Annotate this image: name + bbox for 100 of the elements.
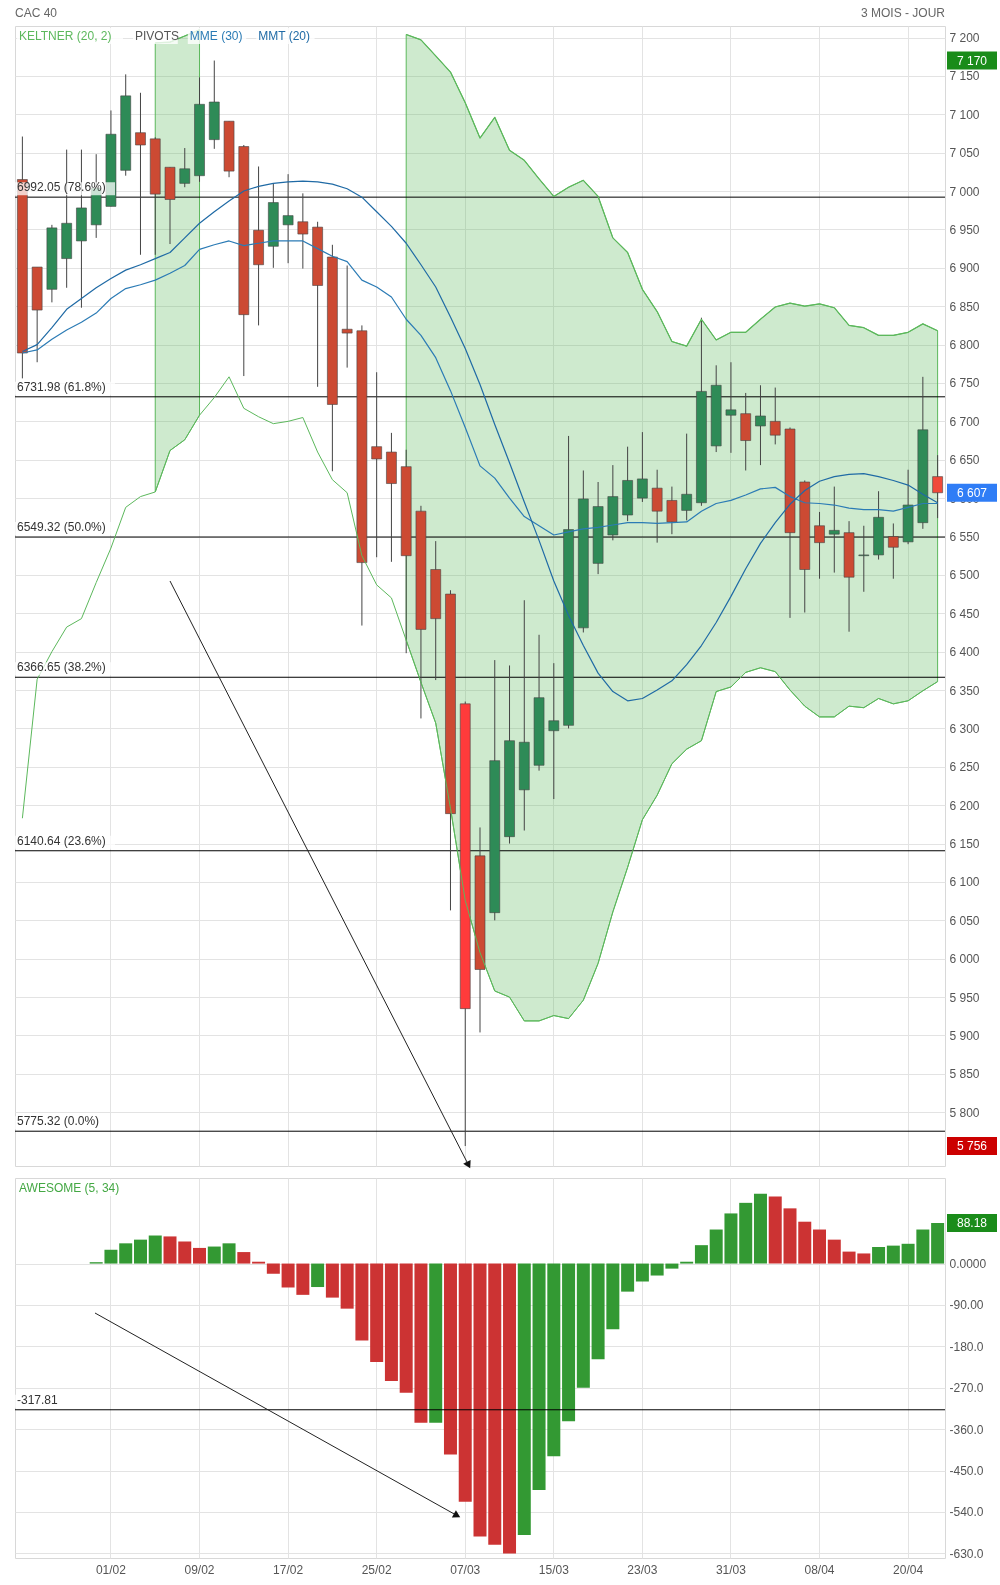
y-tick-label: 7 200 [949, 31, 980, 46]
bar [739, 1202, 753, 1264]
bar [813, 1229, 827, 1264]
candlestick [666, 486, 678, 535]
y-tick-label: -450.0 [949, 1464, 984, 1479]
y-tick-label: 5 800 [949, 1105, 980, 1120]
candlestick [769, 387, 781, 445]
y-tick-label: 6 050 [949, 913, 980, 928]
x-tick-label: 23/03 [627, 1562, 658, 1577]
y-tick-label: 5 850 [949, 1067, 980, 1082]
bar [384, 1263, 398, 1381]
x-tick-label: 20/04 [893, 1562, 924, 1577]
y-tick-label: 6 950 [949, 222, 980, 237]
y-tick-label: 6 750 [949, 376, 980, 391]
bar [443, 1263, 457, 1455]
y-tick-label: 7 050 [949, 146, 980, 161]
bar [458, 1263, 472, 1502]
ref-line-label: 6366.65 (38.2%) [17, 660, 106, 675]
y-tick-label: 6 550 [949, 530, 980, 545]
y-tick-label: 6 450 [949, 606, 980, 621]
y-tick-label: 7 100 [949, 107, 980, 122]
text: 6 607 [956, 485, 988, 500]
bar [311, 1263, 325, 1288]
y-tick-label: 6 300 [949, 721, 980, 736]
bar [827, 1239, 841, 1264]
candlestick [755, 384, 766, 466]
x-tick-label: 01/02 [95, 1562, 127, 1577]
candlestick [179, 147, 191, 188]
bar [325, 1263, 339, 1298]
y-tick-label: 7 150 [949, 69, 980, 84]
annotation: PIVOTS [135, 29, 180, 43]
candlestick [725, 361, 737, 454]
text: AWESOME (5, 34) [19, 1181, 120, 1195]
bar [872, 1247, 886, 1264]
bar [237, 1252, 251, 1264]
y-tick-label: 6 150 [949, 837, 980, 852]
y-tick-label: -540.0 [949, 1505, 984, 1520]
x-tick-label: 07/03 [450, 1562, 481, 1577]
bar [193, 1247, 207, 1264]
chart-subtitle: 3 MOIS - JOUR [860, 6, 946, 20]
bar [517, 1263, 531, 1535]
bar [886, 1245, 900, 1264]
y-tick-label: 6 650 [949, 453, 980, 468]
bar [266, 1263, 280, 1274]
text: MMT (20) [258, 29, 310, 43]
y-tick-label: 5 900 [949, 1028, 980, 1043]
x-tick-label: 09/02 [184, 1562, 215, 1577]
ref-line-label: -317.81 [17, 1392, 59, 1407]
y-tick-label: -270.0 [949, 1381, 984, 1396]
y-tick-label: 0.0000 [949, 1257, 987, 1272]
bar [753, 1193, 767, 1264]
candlestick [858, 525, 870, 593]
y-tick-label: 6 700 [949, 414, 980, 429]
y-tick-label: 6 900 [949, 261, 980, 276]
ref-line-label: 6992.05 (78.6%) [17, 180, 106, 195]
candlestick [371, 371, 382, 558]
candlestick [932, 454, 943, 519]
chart-title: CAC 40 [15, 6, 58, 20]
text: 5 756 [956, 1139, 988, 1154]
bar [562, 1263, 576, 1422]
x-tick-label: 25/02 [361, 1562, 393, 1577]
candlestick [548, 662, 560, 800]
candlestick [637, 431, 648, 503]
candlestick [828, 486, 840, 574]
text: 88.18 [956, 1216, 988, 1230]
bar [576, 1263, 590, 1388]
x-tick-label: 31/03 [715, 1562, 747, 1577]
bar [694, 1245, 708, 1264]
bar [768, 1196, 782, 1264]
bar [133, 1239, 147, 1264]
y-tick-label: -360.0 [949, 1422, 984, 1437]
y-tick-label: 6 350 [949, 683, 980, 698]
ref-line-label: 5775.32 (0.0%) [17, 1114, 100, 1129]
bar [207, 1246, 221, 1264]
candlestick [135, 92, 146, 256]
y-tick-label: 6 100 [949, 875, 980, 890]
bar [503, 1263, 517, 1554]
y-tick-label: 5 950 [949, 990, 980, 1005]
text: MME (30) [189, 29, 243, 43]
candlestick [814, 511, 825, 580]
text: 7 170 [956, 53, 988, 68]
ref-line-label: 6731.98 (61.8%) [17, 379, 106, 394]
bar [429, 1263, 443, 1423]
bar [370, 1263, 384, 1363]
y-tick-label: 7 000 [949, 184, 980, 199]
x-tick-label: 17/02 [273, 1562, 304, 1577]
bar [635, 1263, 649, 1282]
y-tick-label: -90.00 [949, 1298, 984, 1313]
candlestick [282, 173, 294, 264]
y-tick-label: 6 500 [949, 568, 980, 583]
ref-line-label: 6549.32 (50.0%) [17, 520, 106, 535]
bar [222, 1243, 236, 1264]
text: KELTNER (20, 2) [19, 29, 112, 43]
bar [119, 1243, 133, 1264]
y-tick-label: 6 000 [949, 952, 980, 967]
candlestick [341, 265, 353, 369]
y-tick-label: 6 850 [949, 299, 980, 314]
bar [931, 1223, 945, 1264]
candlestick [888, 522, 899, 580]
y-tick-label: 6 800 [949, 338, 980, 353]
